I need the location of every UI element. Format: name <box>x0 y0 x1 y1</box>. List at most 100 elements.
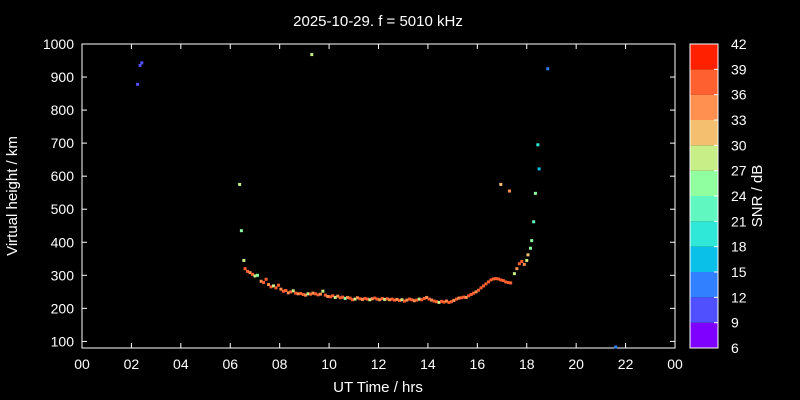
data-point <box>368 298 372 302</box>
colorbar-tick-label: 27 <box>731 163 747 179</box>
data-point <box>462 295 466 299</box>
data-point <box>402 299 406 303</box>
data-points <box>136 53 618 349</box>
data-point <box>472 291 476 295</box>
data-point <box>375 297 379 301</box>
data-point <box>360 297 364 301</box>
data-point <box>442 300 446 304</box>
x-tick-label: 20 <box>568 356 584 372</box>
data-point <box>435 300 439 304</box>
data-point <box>331 294 335 298</box>
data-point <box>318 292 322 296</box>
data-point <box>370 297 374 301</box>
data-point <box>390 297 394 301</box>
data-point <box>494 277 498 281</box>
data-point <box>326 294 330 298</box>
data-point <box>138 63 142 67</box>
colorbar-segment <box>690 297 718 323</box>
colorbar-segment <box>690 196 718 222</box>
data-point <box>415 298 419 302</box>
data-point <box>449 300 453 304</box>
data-point <box>499 278 503 282</box>
data-point <box>440 299 444 303</box>
data-point <box>532 220 536 224</box>
data-point <box>536 143 540 147</box>
data-point <box>239 229 243 233</box>
x-tick-label: 10 <box>321 356 337 372</box>
data-point <box>467 294 471 298</box>
colorbar-tick-label: 18 <box>731 239 747 255</box>
data-point <box>407 297 411 301</box>
data-point <box>363 296 367 300</box>
data-point <box>271 284 275 288</box>
data-point <box>496 277 500 281</box>
data-point <box>525 258 529 262</box>
colorbar-segment <box>690 120 718 146</box>
data-point <box>250 272 254 276</box>
data-point <box>321 289 325 293</box>
data-point <box>310 53 314 57</box>
data-point <box>276 283 280 287</box>
data-point <box>269 285 273 289</box>
colorbar-tick-label: 36 <box>731 87 747 103</box>
colorbar-segment <box>690 145 718 171</box>
data-point <box>333 295 337 299</box>
data-point <box>253 274 257 278</box>
data-point <box>482 284 486 288</box>
data-point <box>515 267 519 271</box>
data-point <box>388 298 392 302</box>
data-point <box>385 297 389 301</box>
data-point <box>477 288 481 292</box>
data-point <box>546 67 550 71</box>
data-point <box>405 298 409 302</box>
data-point <box>246 269 250 273</box>
colorbar-tick-label: 12 <box>731 289 747 305</box>
data-point <box>452 298 456 302</box>
data-point <box>338 296 342 300</box>
data-point <box>296 292 300 296</box>
data-point <box>398 298 402 302</box>
data-point <box>526 253 530 257</box>
data-point <box>358 297 362 301</box>
data-point <box>311 291 315 295</box>
data-point <box>306 292 310 296</box>
x-tick-label: 16 <box>470 356 486 372</box>
colorbar-segment <box>690 272 718 298</box>
colorbar-label: SNR / dB <box>749 165 766 228</box>
data-point <box>504 280 508 284</box>
colorbar-segment <box>690 322 718 348</box>
chart-title: 2025-10-29. f = 5010 kHz <box>293 13 463 30</box>
y-tick-label: 400 <box>51 234 75 250</box>
data-point <box>533 191 537 195</box>
data-point <box>299 291 303 295</box>
data-point <box>353 297 357 301</box>
colorbar-tick-label: 39 <box>731 61 747 77</box>
data-point <box>323 293 327 297</box>
data-point <box>537 167 541 171</box>
data-point <box>422 296 426 300</box>
data-point <box>437 300 441 304</box>
data-point <box>336 294 340 298</box>
x-tick-label: 18 <box>519 356 535 372</box>
y-axis-ticks: 100 200 300 400 500 600 700 800 900 1000 <box>43 36 675 349</box>
y-tick-label: 800 <box>51 102 75 118</box>
colorbar-segment <box>690 94 718 120</box>
y-tick-label: 900 <box>51 69 75 85</box>
data-point <box>432 299 436 303</box>
data-point <box>486 280 490 284</box>
data-point <box>459 296 463 300</box>
y-tick-label: 600 <box>51 168 75 184</box>
data-point <box>301 292 305 296</box>
data-point <box>427 297 431 301</box>
colorbar-tick-label: 15 <box>731 264 747 280</box>
data-point <box>378 298 382 302</box>
colorbar-tick-label: 9 <box>731 315 739 331</box>
data-point <box>507 189 511 193</box>
x-tick-label: 08 <box>272 356 288 372</box>
data-point <box>365 297 369 301</box>
data-point <box>499 182 503 186</box>
data-point <box>281 289 285 293</box>
data-point <box>248 271 252 275</box>
data-point <box>509 281 513 285</box>
data-point <box>383 297 387 301</box>
